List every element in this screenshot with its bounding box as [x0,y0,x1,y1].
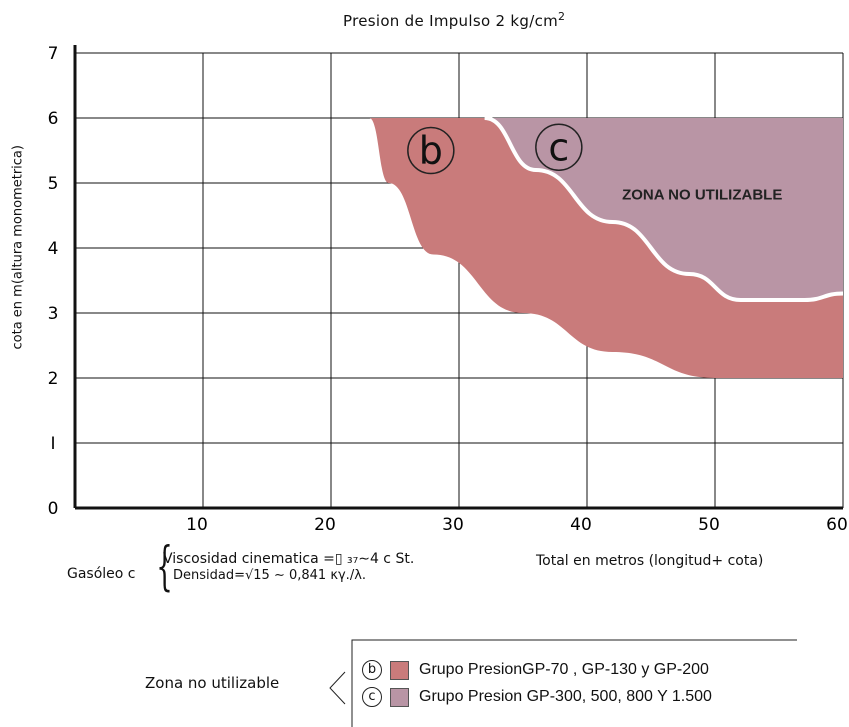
legend-title: Zona no utilizable [145,674,280,692]
area-marker-c [535,123,583,171]
area-marker-b [407,126,455,175]
area-labels: b c ZONA NO UTILIZABLE [407,123,782,203]
legend-chevron [329,671,346,705]
x-tick-label: 30 [442,515,464,535]
y-tick-label: 6 [48,109,59,129]
y-tick-label: I [50,434,55,454]
fuel-density: Densidad=√15 ∼ 0,841 κγ./λ. [173,568,367,583]
x-axis-label: Total en metros (longitud+ cota) [536,553,764,569]
y-tick-label: 7 [48,44,59,64]
chart-title: Presion de Impulso 2 kg/cm2 [343,10,566,30]
brace-icon: { [156,537,173,597]
legend-item-b: b Grupo PresionGP-70 , GP-130 y GP-200 [362,659,709,681]
legend-letter-c: c [362,687,382,707]
y-tick-label: 0 [48,499,59,519]
legend-item-c: c Grupo Presion GP-300, 500, 800 Y 1.500 [362,686,712,708]
fuel-name: Gasóleo c [67,566,136,582]
boundary-line-c [484,116,844,303]
legend-label-b: Grupo PresionGP-70 , GP-130 y GP-200 [419,661,709,678]
y-tick-label: 3 [48,304,59,324]
y-axis-label: cota en m(altura monometrica) [10,145,26,350]
legend-letter-b: b [362,660,382,680]
y-tick-label: 5 [48,174,59,194]
axes [73,45,843,510]
x-tick-label: 40 [570,515,592,535]
legend-label-c: Grupo Presion GP-300, 500, 800 Y 1.500 [419,688,712,705]
ticks: 10 20 30 40 50 60 0 I 2 3 4 5 6 7 [48,44,848,535]
legend-swatch-b [390,660,409,680]
annotation-zona-no-utilizable: ZONA NO UTILIZABLE [622,186,782,203]
x-tick-label: 50 [698,515,720,535]
x-tick-label: 60 [826,515,848,535]
x-tick-label: 20 [314,515,336,535]
area-letter-b: b [419,129,443,173]
fuel-viscosity: Viscosidad cinematica =▯ ₃₇∼4 c St. [163,551,415,567]
x-tick-label: 10 [186,515,208,535]
area-letter-c: c [548,125,569,169]
y-tick-label: 2 [48,369,59,389]
legend-bracket [351,639,797,727]
y-tick-label: 4 [48,239,59,259]
legend-swatch-c [390,687,409,707]
